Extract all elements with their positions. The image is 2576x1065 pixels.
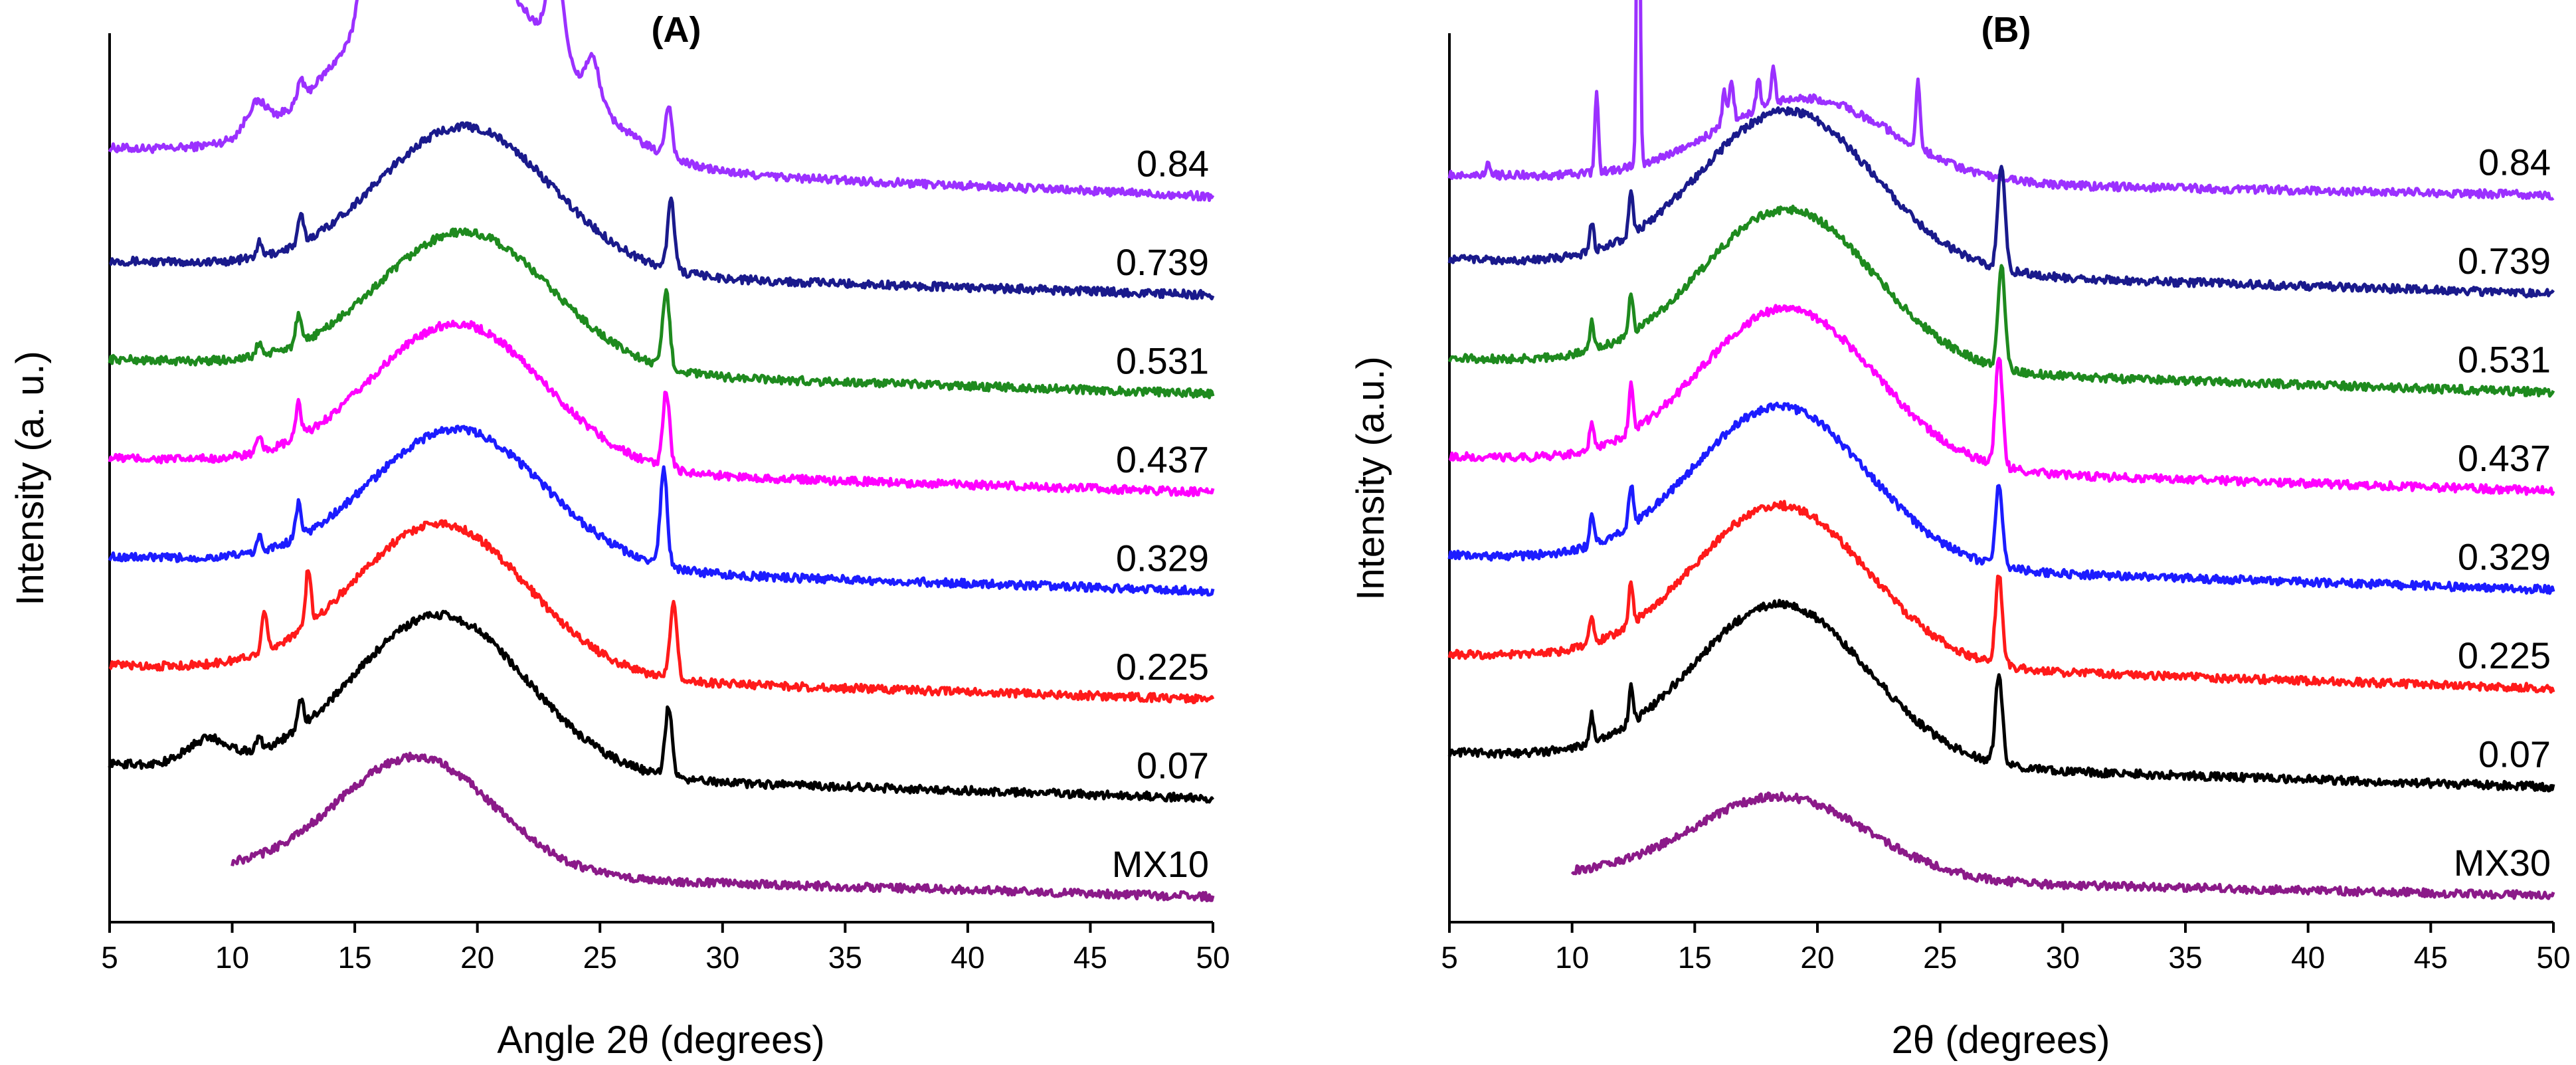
series-line (1570, 791, 2555, 900)
series-line (1447, 106, 2555, 299)
series-label: 0.437 (2458, 437, 2551, 479)
series-label: MX10 (1112, 843, 1209, 885)
panel-b-series: 0.84 0.739 0.531 0.437 0.329 0.225 0.07 MX30 (1447, 0, 2555, 900)
panel-b-title: (B) (1981, 10, 2031, 50)
x-tick-label: 30 (2046, 940, 2080, 975)
series-label: 0.84 (2478, 142, 2551, 183)
panel-b-y-label: Intensity (a.u.) (1349, 356, 1392, 600)
series-line (108, 320, 1215, 498)
x-tick-label: 25 (583, 940, 617, 975)
series-line (108, 227, 1215, 399)
series-label: 0.07 (1137, 745, 1209, 787)
series-label: 0.531 (2458, 339, 2551, 381)
x-tick-label: 15 (338, 940, 372, 975)
x-tick-label: 30 (705, 940, 739, 975)
series-line (1447, 0, 2555, 201)
series-label: 0.329 (2458, 536, 2551, 578)
panel-b: (B) 5 10 15 20 25 30 35 40 45 50 0.840.7390.5310.… (1349, 0, 2571, 1062)
panel-a-title: (A) (652, 10, 701, 50)
x-tick-label: 35 (2168, 940, 2202, 975)
series-label: 0.225 (1116, 646, 1209, 688)
panel-a-series: 0.84 0.739 0.531 0.437 0.329 0.225 0.07 MX10 (108, 0, 1215, 903)
panel-b-x-ticks: 5 10 15 20 25 30 35 40 45 50 (1441, 922, 2571, 975)
series-label: 0.07 (2478, 733, 2551, 775)
series-line (108, 425, 1215, 597)
x-tick-label: 45 (1073, 940, 1107, 975)
series-label: 0.84 (1137, 143, 1209, 185)
series-label: MX30 (2454, 842, 2551, 884)
x-tick-label: 10 (1555, 940, 1589, 975)
x-tick-label: 40 (2291, 940, 2325, 975)
x-tick-label: 35 (828, 940, 862, 975)
series-line (108, 0, 1215, 202)
x-tick-label: 25 (1923, 940, 1957, 975)
panel-b-x-label: 2θ (degrees) (1892, 1018, 2110, 1062)
series-line (1447, 599, 2555, 793)
series-line (1448, 304, 2555, 496)
x-tick-label: 5 (101, 940, 118, 975)
x-tick-label: 20 (1800, 940, 1834, 975)
x-tick-label: 45 (2414, 940, 2448, 975)
series-line (1447, 401, 2555, 595)
series-line (108, 609, 1215, 804)
panel-a-y-label: Intensity (a. u.) (9, 351, 52, 606)
x-tick-label: 50 (1196, 940, 1230, 975)
x-tick-label: 50 (2536, 940, 2570, 975)
series-line (1447, 500, 2555, 694)
panel-a-x-label: Angle 2θ (degrees) (497, 1018, 824, 1062)
x-tick-label: 5 (1441, 940, 1458, 975)
panel-a-x-ticks: 5 10 15 20 25 30 35 40 45 50 (101, 922, 1230, 975)
panel-a: (A) 5 10 15 20 25 30 35 40 45 50 0.840.7390.5310.… (9, 0, 1230, 1062)
series-label: 0.739 (1116, 241, 1209, 283)
x-tick-label: 15 (1678, 940, 1712, 975)
series-line (109, 121, 1215, 301)
series-line (108, 519, 1215, 704)
series-line (1447, 205, 2555, 398)
series-label: 0.437 (1116, 438, 1209, 480)
series-line (230, 751, 1215, 903)
series-label: 0.531 (1116, 340, 1209, 382)
x-tick-label: 20 (460, 940, 494, 975)
x-tick-label: 10 (215, 940, 249, 975)
x-tick-label: 40 (951, 940, 984, 975)
series-label: 0.225 (2458, 634, 2551, 676)
series-label: 0.739 (2458, 240, 2551, 282)
series-label: 0.329 (1116, 537, 1209, 579)
